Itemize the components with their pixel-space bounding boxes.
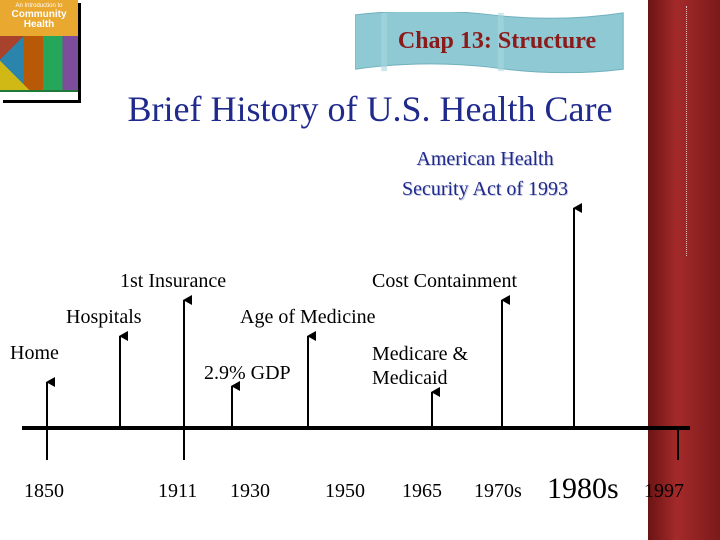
year-label: 1997 (644, 480, 684, 502)
chapter-banner (355, 12, 624, 74)
year-label: 1930 (230, 480, 270, 502)
cover-title-line2: Health (23, 19, 55, 30)
event-label-medicare-line2: Medicaid (372, 367, 448, 389)
event-label-1st-insurance: 1st Insurance (120, 270, 227, 292)
event-label-cost-containment: Cost Containment (372, 270, 517, 292)
cover-title: Community Health (2, 10, 76, 30)
event-label-hospitals: Hospitals (66, 306, 142, 328)
event-arrows (46, 203, 582, 426)
year-label: 1970s (474, 480, 522, 502)
year-label: 1850 (24, 480, 64, 502)
event-label-home: Home (10, 342, 59, 364)
book-cover-image: An Introduction to Community Health (0, 0, 78, 100)
act-label-line2: Security Act of 1993 (401, 178, 569, 200)
side-dotted-line (686, 6, 687, 256)
cover-title-line1: Community (11, 9, 67, 20)
year-label: 1911 (158, 480, 198, 502)
timeline-ticks (46, 428, 679, 460)
event-label-medicare-line1: Medicare & (372, 343, 469, 365)
event-label-gdp: 2.9% GDP (204, 362, 291, 384)
year-label-highlighted: 1980s (547, 472, 619, 505)
act-label: American Health Security Act of 1993 (380, 144, 590, 204)
event-label-medicare: Medicare & Medicaid (372, 342, 468, 390)
chapter-label: Chap 13: Structure (397, 28, 597, 54)
cover-collage (0, 36, 78, 90)
year-label: 1950 (325, 480, 365, 502)
act-label-line1: American Health (416, 148, 554, 170)
cover-subtitle: An Introduction to (15, 3, 63, 9)
event-label-age-of-medicine: Age of Medicine (240, 306, 376, 328)
year-label: 1965 (402, 480, 442, 502)
cover-authors-strip (0, 92, 78, 100)
cover-band (0, 0, 78, 36)
side-decorative-border (648, 0, 720, 540)
slide-title: Brief History of U.S. Health Care (127, 89, 613, 129)
